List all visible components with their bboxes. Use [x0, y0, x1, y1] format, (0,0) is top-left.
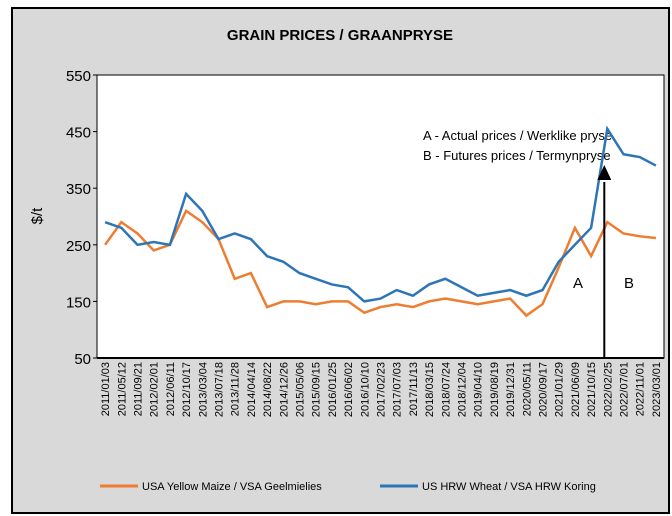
x-tick-label: 2022/02/25: [602, 362, 614, 417]
x-tick-label: 2011/05/12: [116, 362, 128, 416]
x-tick-label: 2016/10/10: [359, 362, 371, 417]
x-tick-label: 2020/09/17: [538, 362, 550, 417]
plot-area: [96, 74, 665, 359]
x-tick-label: 2013/03/04: [197, 362, 209, 417]
x-tick-label: 2017/11/13: [408, 362, 420, 416]
annotation: A - Actual prices / Werklike pryse: [423, 128, 612, 143]
x-tick-label: 2022/11/01: [635, 362, 647, 416]
x-tick-label: 2017/07/03: [392, 362, 404, 417]
annotation: B: [624, 275, 634, 292]
x-tick-label: 2011/09/21: [133, 362, 145, 416]
x-tick-label: 2019/08/19: [489, 362, 501, 417]
x-tick-label: 2019/04/10: [473, 362, 485, 417]
y-axis-label: $/t: [29, 207, 46, 225]
x-tick-label: 2012/06/11: [165, 362, 177, 416]
y-tick-label: 450: [66, 125, 91, 142]
chart-title: GRAIN PRICES / GRAANPRYSE: [227, 27, 453, 44]
x-tick-label: 2023/03/01: [651, 362, 663, 417]
legend-label: USA Yellow Maize / VSA Geelmielies: [142, 481, 322, 493]
annotation: A: [573, 275, 583, 292]
y-tick-label: 350: [66, 181, 91, 198]
x-tick-label: 2021/06/09: [570, 362, 582, 417]
x-tick-label: 2019/12/31: [505, 362, 517, 417]
x-tick-label: 2013/07/18: [214, 362, 226, 417]
x-tick-label: 2018/12/04: [457, 362, 469, 417]
x-tick-label: 2021/10/15: [586, 362, 598, 417]
x-tick-label: 2011/01/03: [100, 362, 112, 416]
series-line: [104, 208, 657, 318]
x-tick-label: 2018/03/15: [424, 362, 436, 417]
x-tick-label: 2016/01/25: [327, 362, 339, 417]
x-tick-label: 2014/04/14: [246, 362, 258, 417]
x-tick-label: 2016/06/02: [343, 362, 355, 417]
y-tick-label: 550: [66, 68, 91, 85]
y-tick-label: 50: [74, 351, 91, 368]
y-tick-label: 150: [66, 294, 91, 311]
x-tick-label: 2015/09/15: [311, 362, 323, 417]
x-tick-label: 2020/05/11: [521, 362, 533, 416]
divider-arrow: [597, 165, 612, 180]
x-tick-label: 2021/01/29: [554, 362, 566, 417]
x-tick-label: 2014/08/22: [262, 362, 274, 417]
series-line: [104, 125, 657, 303]
x-tick-label: 2012/02/01: [149, 362, 161, 417]
legend-label: US HRW Wheat / VSA HRW Koring: [422, 481, 596, 493]
x-tick-label: 2015/05/06: [295, 362, 307, 417]
x-tick-label: 2014/12/26: [278, 362, 290, 417]
x-tick-label: 2012/10/17: [181, 362, 193, 417]
x-tick-label: 2013/11/28: [230, 362, 242, 416]
x-tick-label: 2018/07/24: [440, 362, 452, 417]
x-tick-label: 2022/07/01: [619, 362, 631, 417]
annotation: B - Futures prices / Termynpryse: [423, 148, 611, 163]
y-tick-label: 250: [66, 238, 91, 255]
x-tick-label: 2017/02/23: [376, 362, 388, 417]
